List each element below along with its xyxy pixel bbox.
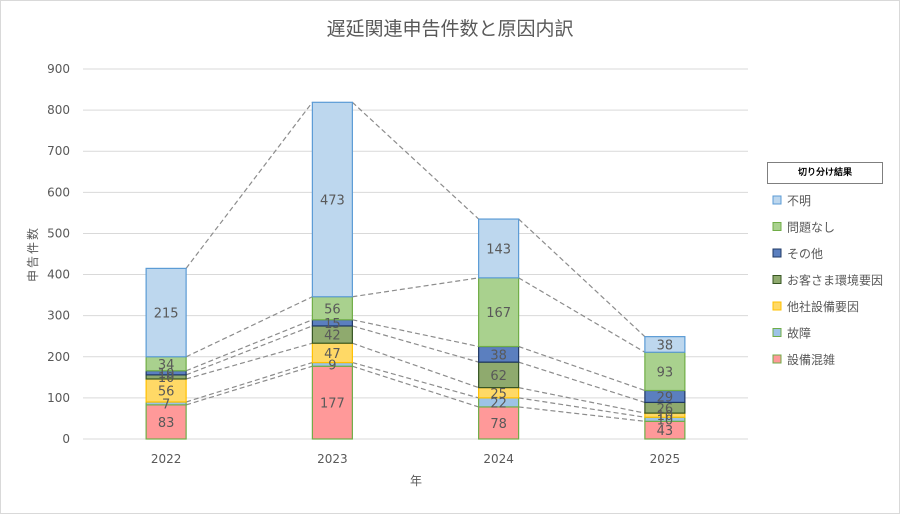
data-label: 215 [154,307,179,322]
bar-segment [478,361,520,389]
bar-segment [145,404,187,440]
data-label: 10 [158,367,175,382]
data-label: 38 [657,338,674,353]
gridlines [83,68,748,440]
connector-line [351,101,480,220]
data-label: 56 [324,302,341,317]
x-tick-label: 2023 [317,452,348,466]
y-tick-label: 100 [47,391,70,405]
x-tick-label: 2022 [151,452,182,466]
connector-line [352,277,479,298]
legend-swatch [772,354,782,364]
data-label: 10 [657,413,674,428]
y-tick-label: 700 [47,144,70,158]
data-label: 22 [490,396,507,411]
bar-segment [145,267,187,358]
data-label: 7 [162,397,170,412]
y-tick-label: 900 [47,62,70,76]
data-label: 56 [158,384,175,399]
y-tick-label: 300 [47,309,70,323]
data-label: 25 [490,387,507,402]
data-label: 177 [320,397,345,412]
connector-line [352,319,479,348]
legend-label: 設備混雑 [787,352,835,367]
connector-line [518,397,645,418]
connector-line [518,406,645,422]
connector-line [518,218,646,338]
legend-swatch [772,222,782,231]
legend-swatch [772,328,782,337]
legend-label: 故障 [787,326,811,341]
bar-segment [478,277,520,348]
legend-swatch [772,275,782,284]
bar-segment [311,365,353,440]
data-label: 38 [490,348,507,363]
bar-segment [311,101,353,298]
data-label: 10 [158,371,175,386]
data-label: 9 [328,358,336,373]
data-label: 143 [486,242,511,257]
data-label: 78 [490,417,507,432]
legend-title: 切り分け結果 [767,162,883,184]
legend-label: 他社設備要因 [787,299,859,314]
connector-line [518,277,646,353]
data-label: 43 [657,424,674,439]
legend-swatch [772,195,782,205]
connector-line [518,361,646,403]
data-label: 15 [324,317,341,332]
data-label: 42 [324,329,341,344]
connector-lines [185,101,646,422]
legend-swatch [772,301,782,311]
bar-segment [478,218,520,279]
connector-line [352,342,479,389]
connector-line [185,361,313,403]
connector-line [352,361,479,399]
y-axis: 0 100 200 300 400 500 600 700 800 900 [47,62,70,446]
y-tick-label: 600 [47,185,70,199]
data-label: 29 [657,390,674,405]
bars [145,101,686,440]
data-label: 93 [657,365,674,380]
x-axis-label: 年 [410,474,422,488]
y-tick-label: 500 [47,226,70,240]
y-tick-label: 0 [62,432,70,446]
x-axis: 2022 2023 2024 2025 [151,452,680,466]
x-tick-label: 2025 [650,452,681,466]
connector-line [185,342,313,380]
connector-line [185,296,313,358]
chart-title: 遅延関連申告件数と原因内訳 [326,18,574,40]
connector-line [518,345,646,392]
data-label: 47 [324,347,341,362]
legend-label: 問題なし [787,221,835,235]
y-axis-label: 申告件数 [25,226,40,282]
connector-line [352,365,479,408]
legend-label: その他 [787,247,823,261]
y-tick-label: 400 [47,268,70,282]
data-label: 83 [158,416,175,431]
legend-label: 不明 [787,194,811,208]
data-label: 34 [158,358,175,373]
connector-line [185,365,313,406]
data-label: 473 [320,194,345,209]
legend-swatch [772,248,782,258]
connector-line [185,319,313,372]
y-tick-label: 200 [47,350,70,364]
bar-segment [644,351,686,392]
x-tick-label: 2024 [483,452,514,466]
legend-label: お客さま環境要因 [787,273,883,288]
connector-line [185,325,313,376]
connector-line [185,101,313,269]
data-label: 62 [490,369,507,384]
connector-line [352,325,479,363]
bar-segment [644,336,686,353]
data-label: 167 [486,306,511,321]
data-label: 26 [657,402,674,417]
bar-segment [478,406,520,440]
connector-line [518,387,645,414]
y-tick-label: 800 [47,103,70,117]
data-label: 10 [657,409,674,424]
